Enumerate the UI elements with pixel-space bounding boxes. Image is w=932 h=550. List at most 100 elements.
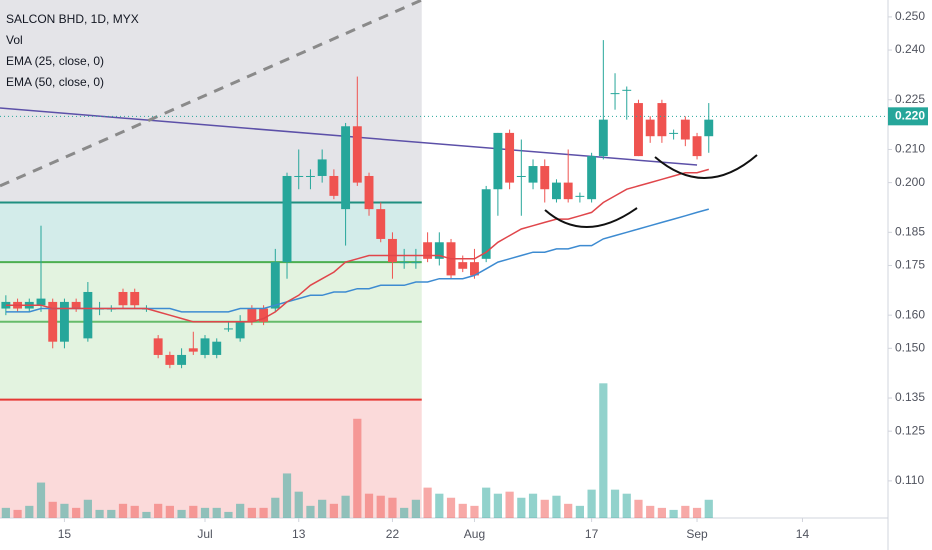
- candle-body: [1, 301, 11, 309]
- volume-bar: [400, 507, 409, 518]
- y-tick-label: 0.250: [895, 9, 925, 23]
- volume-bar: [189, 505, 198, 518]
- volume-bar: [446, 497, 456, 518]
- volume-bar: [200, 507, 210, 518]
- candle-body: [259, 308, 269, 322]
- volume-legend: Vol: [6, 33, 23, 47]
- volume-bar: [599, 383, 608, 518]
- candle-body: [71, 301, 81, 309]
- volume-bar: [552, 495, 561, 518]
- y-tick-label: 0.225: [895, 92, 925, 106]
- volume-bar: [259, 507, 268, 518]
- volume-bar: [423, 487, 432, 518]
- candle-body: [598, 119, 608, 157]
- candle-body: [153, 338, 163, 355]
- y-tick-label: 0.240: [895, 42, 925, 56]
- volume-bar: [528, 493, 538, 518]
- x-tick-label: Jul: [197, 527, 212, 541]
- candle-body: [552, 182, 561, 200]
- hand-drawn-arc: [544, 207, 638, 228]
- ema-line: [5, 168, 710, 323]
- candle-body: [341, 126, 351, 210]
- candle-body: [634, 103, 643, 157]
- y-tick-label: 0.200: [895, 175, 925, 189]
- zone: [0, 0, 422, 203]
- volume-bar: [704, 499, 713, 518]
- background: [0, 0, 422, 518]
- candle-body: [130, 291, 140, 306]
- candle-body: [364, 175, 374, 210]
- volume-bar: [165, 505, 174, 518]
- volume-bar: [470, 505, 479, 518]
- candle-body: [59, 301, 69, 342]
- volume-bar: [282, 473, 292, 518]
- volume-bar: [212, 507, 221, 518]
- candle-body: [516, 175, 526, 177]
- last-price-label: 0.220: [895, 108, 925, 122]
- candle-body: [458, 262, 468, 269]
- candle-body: [48, 301, 58, 342]
- x-tick-label: 14: [796, 527, 810, 541]
- volume-bar: [318, 499, 327, 518]
- candle-body: [622, 89, 632, 91]
- zone: [0, 202, 422, 263]
- volume-bar: [60, 503, 69, 518]
- volume-bar: [517, 497, 526, 518]
- volume-bar: [271, 497, 280, 518]
- volume-bar: [364, 493, 374, 518]
- candle-body: [434, 242, 444, 259]
- candle-body: [470, 262, 479, 276]
- volume-bar: [329, 503, 338, 518]
- candle-body: [282, 175, 292, 263]
- candle-body: [235, 321, 245, 339]
- candle-body: [411, 262, 421, 264]
- candle-body: [657, 103, 667, 137]
- candle-body: [610, 93, 620, 95]
- candle-body: [692, 136, 702, 157]
- volume-bar: [610, 489, 620, 518]
- y-tick-label: 0.185: [895, 224, 925, 238]
- candle-body: [399, 262, 409, 264]
- candle-body: [294, 175, 304, 177]
- volume-bar: [83, 499, 92, 518]
- y-tick-label: 0.135: [895, 390, 925, 404]
- candle-body: [165, 354, 175, 365]
- candle-body: [270, 262, 280, 309]
- volume-bar: [13, 509, 22, 518]
- volume-bar: [224, 511, 233, 518]
- volume-bar: [575, 505, 584, 518]
- candle-body: [223, 328, 233, 330]
- x-tick-label: 22: [386, 527, 400, 541]
- candle-body: [317, 159, 327, 176]
- candle-body: [177, 354, 187, 365]
- candle-body: [83, 291, 93, 339]
- volume-bar: [236, 503, 245, 518]
- candle-body: [669, 132, 679, 134]
- x-tick-label: 13: [292, 527, 306, 541]
- y-tick-label: 0.160: [895, 307, 925, 321]
- volume-bar: [107, 509, 116, 518]
- volume-bar: [142, 511, 151, 518]
- candle-body: [212, 341, 222, 355]
- volume-bar: [692, 507, 702, 518]
- volume-bar: [634, 499, 643, 518]
- volume-bar: [130, 505, 139, 518]
- y-tick-label: 0.110: [895, 473, 924, 487]
- x-tick-label: 17: [585, 527, 599, 541]
- trend-line: [0, 0, 423, 188]
- volume-bar: [493, 493, 502, 518]
- candle-body: [329, 175, 339, 196]
- last-price-box: [888, 107, 928, 126]
- candle-body: [528, 166, 538, 183]
- volume-bar: [646, 505, 655, 518]
- x-tick-label: Aug: [464, 527, 485, 541]
- candle-body: [388, 238, 397, 263]
- zone: [0, 262, 422, 400]
- volume-bar: [482, 487, 491, 518]
- y-tick-label: 0.210: [895, 142, 925, 156]
- volume-bar: [247, 507, 256, 518]
- volume-bar: [306, 505, 315, 518]
- volume-bar: [25, 505, 34, 518]
- candle-body: [645, 119, 655, 137]
